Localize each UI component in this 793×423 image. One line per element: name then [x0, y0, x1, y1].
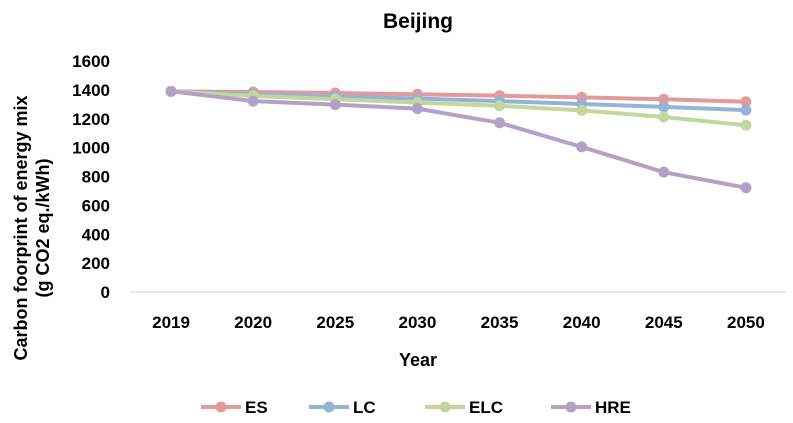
legend-item-hre: HRE [551, 398, 631, 417]
x-axis-label: Year [399, 350, 437, 370]
legend-swatch-marker [323, 401, 335, 413]
y-tick-label: 0 [101, 283, 110, 302]
legend-label: ES [245, 398, 268, 417]
data-point [658, 111, 670, 123]
data-point [658, 93, 670, 105]
x-tick-label: 2050 [727, 313, 765, 332]
x-tick-label: 2025 [316, 313, 354, 332]
data-point [658, 166, 670, 178]
legend-label: ELC [469, 398, 503, 417]
x-tick-label: 2045 [645, 313, 683, 332]
data-point [576, 104, 588, 116]
y-tick-label: 1600 [72, 52, 110, 71]
legend-swatch-marker [439, 401, 451, 413]
y-tick-label: 200 [82, 254, 110, 273]
x-tick-label: 2040 [563, 313, 601, 332]
y-tick-label: 600 [82, 196, 110, 215]
x-tick-label: 2019 [152, 313, 190, 332]
y-tick-label: 1400 [72, 81, 110, 100]
data-point [658, 101, 670, 113]
legend-item-lc: LC [309, 398, 376, 417]
data-point [411, 103, 423, 115]
y-tick-label: 1000 [72, 139, 110, 158]
series-line [169, 89, 748, 104]
data-point [165, 85, 177, 97]
y-axis-label-line-1: Carbon foorprint of energy mix [11, 95, 31, 360]
x-tick-label: 2035 [481, 313, 519, 332]
data-point [329, 99, 341, 111]
chart-title: Beijing [383, 10, 453, 33]
data-point [740, 96, 752, 108]
legend: ES LC ELC HRE [201, 398, 631, 417]
data-point [576, 141, 588, 153]
legend-item-elc: ELC [425, 398, 503, 417]
y-tick-label: 1200 [72, 110, 110, 129]
series-line [169, 89, 748, 190]
legend-label: LC [353, 398, 376, 417]
legend-swatch-marker [565, 401, 577, 413]
x-tick-labels: 2019 2020 2025 2030 2035 2040 2045 2050 [152, 313, 765, 332]
x-tick-label: 2020 [234, 313, 272, 332]
y-tick-label: 400 [82, 225, 110, 244]
y-axis-label-line-2: (g CO2 eq./kWh) [33, 158, 53, 297]
legend-label: HRE [595, 398, 631, 417]
data-point [740, 104, 752, 116]
data-point [494, 117, 506, 129]
y-tick-labels: 0 200 400 600 800 1000 1200 1400 1600 [72, 52, 110, 302]
data-point [494, 100, 506, 112]
legend-item-es: ES [201, 398, 268, 417]
x-tick-label: 2030 [399, 313, 437, 332]
legend-swatch-marker [215, 401, 227, 413]
data-point [740, 182, 752, 194]
y-axis-label: Carbon foorprint of energy mix (g CO2 eq… [11, 95, 53, 360]
data-point [247, 95, 259, 107]
data-point [740, 119, 752, 131]
series-hre [165, 85, 752, 194]
y-tick-label: 800 [82, 168, 110, 187]
series-line [169, 89, 748, 128]
series-layer [165, 85, 752, 194]
